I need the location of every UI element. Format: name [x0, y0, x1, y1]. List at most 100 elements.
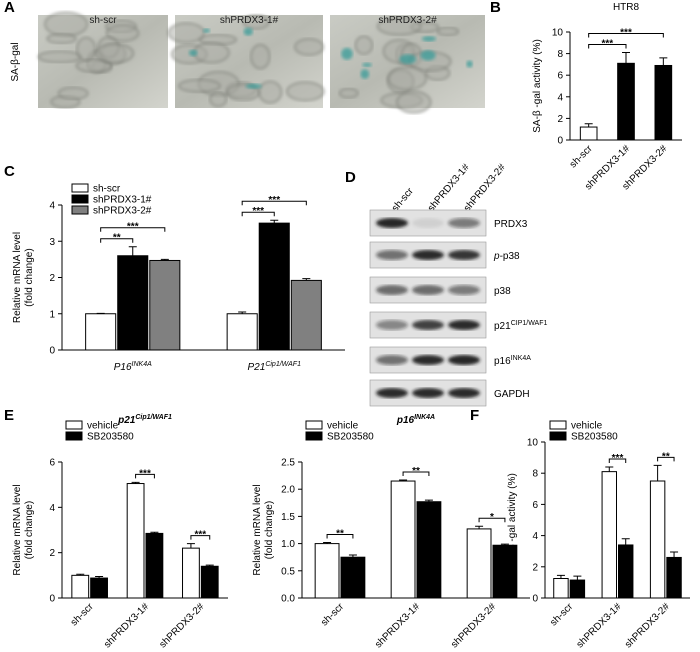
label-text: p38: [494, 286, 511, 297]
blot-band: [376, 355, 408, 365]
cell: [95, 43, 134, 64]
micrograph: shPRDX3-2#: [330, 15, 485, 114]
significance-label: **: [412, 466, 420, 477]
x-tick-label: P16INK4A: [114, 361, 152, 373]
significance-label: *: [490, 512, 494, 523]
bar: [618, 544, 634, 599]
significance-bracket: [100, 238, 134, 243]
x-tick-label: shPRDX3-1#: [102, 601, 151, 650]
error-bar: [399, 479, 408, 482]
y-tick-label: 4: [532, 531, 538, 542]
bar: [416, 501, 442, 599]
stain-spot: [243, 27, 253, 36]
blot-band: [448, 320, 480, 330]
y-tick-label: 4: [49, 201, 55, 212]
label-text: P21: [248, 362, 266, 373]
blot-row-label: p16INK4A: [494, 355, 531, 367]
significance-bracket: [608, 458, 627, 463]
blot-row-label: p-p38: [493, 251, 520, 262]
bar: [290, 279, 322, 351]
y-tick-label: 0: [49, 346, 55, 357]
y-axis-label: (fold change): [264, 501, 275, 559]
cell: [294, 38, 324, 56]
error-bar: [150, 531, 159, 534]
legend-swatch: [71, 205, 89, 215]
legend-swatch: [65, 431, 83, 441]
bar: [117, 255, 149, 351]
blot-row-label: GAPDH: [494, 389, 530, 400]
bar: [666, 556, 682, 599]
y-tick-label: 4: [557, 92, 563, 103]
bar: [601, 471, 617, 599]
significance-bracket: [402, 471, 430, 476]
significance-bracket: [326, 534, 354, 539]
error-bar: [500, 543, 509, 546]
bar: [314, 543, 340, 599]
blot-band: [448, 218, 480, 228]
cell: [178, 79, 221, 93]
legend-swatch: [305, 431, 323, 441]
legend-label: SB203580: [571, 432, 618, 443]
bar: [340, 556, 366, 599]
label-text: p38: [503, 251, 520, 262]
y-axis-label: Relative mRNA level: [12, 484, 23, 575]
error-bar: [348, 554, 357, 558]
y-tick-label: 1.0: [281, 539, 295, 550]
legend-swatch: [71, 183, 89, 193]
bar: [85, 313, 117, 351]
label-text: PRDX3: [494, 219, 528, 230]
legend-swatch: [65, 420, 83, 430]
y-axis-label: SA-β -gal activity (%): [507, 473, 518, 567]
cell: [387, 66, 427, 91]
significance-label: ***: [268, 195, 280, 206]
error-bar: [659, 57, 668, 66]
panel-letter: D: [345, 169, 356, 186]
x-tick-label: sh-scr: [69, 601, 97, 629]
label-sup: Cip1/WAF1: [265, 361, 301, 368]
significance-label: ***: [620, 28, 632, 39]
y-axis-label: (fold change): [24, 501, 35, 559]
error-bar: [302, 278, 311, 281]
significance-bracket: [478, 517, 506, 523]
bar: [553, 578, 569, 599]
y-tick-label: 8: [532, 469, 538, 480]
y-tick-label: 1.5: [281, 512, 295, 523]
y-tick-label: 6: [532, 500, 538, 511]
blot-row: p-p38: [369, 241, 520, 269]
cell: [209, 92, 227, 107]
chart-title: p21Cip1/WAF1: [117, 414, 172, 426]
chart-title: p16INK4A: [396, 414, 435, 426]
legend-label: SB203580: [327, 432, 374, 443]
label-text: p16: [494, 356, 511, 367]
blot-row: p16INK4A: [369, 346, 531, 374]
x-tick-label: shPRDX3-2#: [157, 601, 206, 650]
bar: [617, 62, 635, 141]
significance-label: ***: [252, 206, 264, 217]
stain-spot: [420, 50, 436, 61]
significance-bracket: [588, 44, 627, 49]
y-tick-label: 0.0: [281, 594, 295, 605]
error-bar: [205, 564, 214, 567]
x-tick-label: shPRDX3-1#: [373, 601, 422, 650]
cell: [37, 50, 82, 63]
label-sup: CIP1/WAF1: [511, 320, 548, 327]
stain-spot: [399, 54, 417, 64]
cell: [167, 22, 205, 43]
label-prefix: p-: [493, 251, 504, 262]
blot-row: p38: [369, 276, 511, 304]
blot-band: [448, 250, 480, 260]
significance-label: **: [336, 529, 344, 540]
label-sup: INK4A: [132, 361, 153, 368]
error-bar: [622, 52, 630, 64]
legend-swatch: [71, 194, 89, 204]
stain-spot: [245, 83, 262, 89]
cell: [377, 17, 422, 36]
micrograph: shPRDX3-1#: [167, 14, 325, 108]
blot-band: [376, 320, 408, 330]
y-tick-label: 4: [49, 503, 55, 514]
bar: [182, 547, 200, 599]
chart: 0.0 0.5 1.0 1.5 2.0 2.5 sh-scr shPRDX3-1# shPRDX…: [252, 414, 530, 650]
panel-letter: E: [4, 407, 14, 424]
